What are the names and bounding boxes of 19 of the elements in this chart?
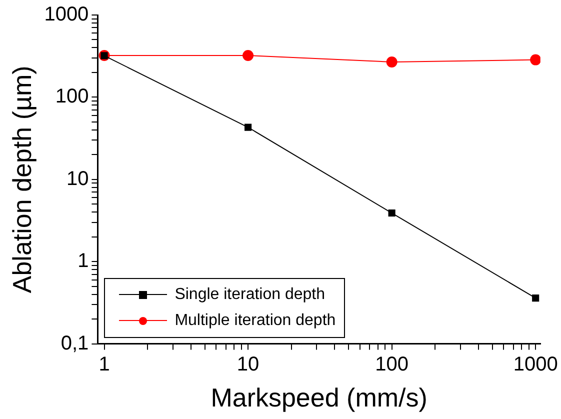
y-tick-label: 1 (78, 250, 89, 272)
x-tick-label: 100 (375, 353, 408, 376)
x-tick-label: 1 (98, 353, 110, 376)
y-tick-label: 0,1 (60, 332, 89, 354)
point (244, 124, 252, 131)
point (242, 50, 254, 61)
x-tick-label: 1000 (513, 353, 558, 376)
x-axis-title: Markspeed (mm/s) (210, 382, 428, 413)
point (530, 54, 540, 66)
x-tick-label: 10 (236, 353, 260, 376)
y-tick-label: 1000 (44, 4, 89, 26)
point (386, 56, 398, 68)
legend-label: Multiple iteration depth (174, 310, 336, 331)
point (388, 209, 396, 217)
legend-label: Single iteration depth (174, 284, 326, 305)
y-axis-title: Ablation depth (µm) (6, 66, 37, 294)
point (532, 294, 540, 302)
y-tick-label: 100 (55, 86, 89, 108)
y-tick-label: 10 (66, 168, 89, 190)
